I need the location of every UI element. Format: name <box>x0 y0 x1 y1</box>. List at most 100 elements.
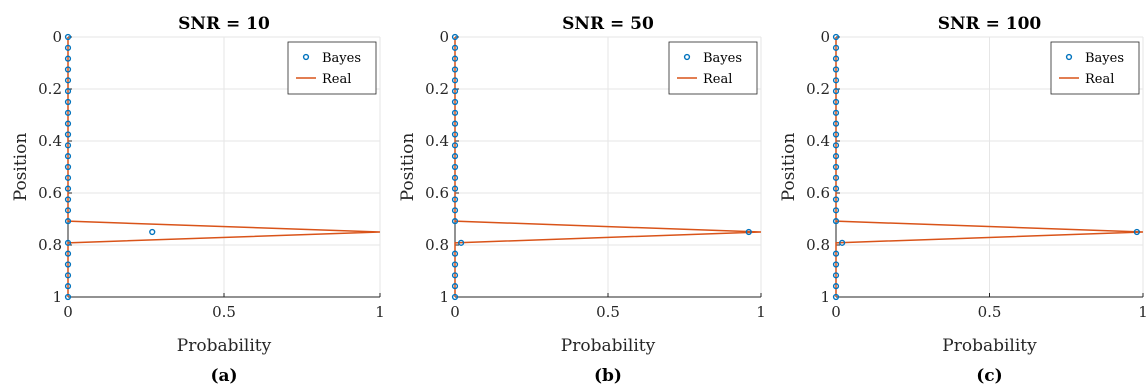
y-axis-label: Position <box>398 133 418 202</box>
y-tick-label: 0.8 <box>38 236 62 254</box>
legend: Bayes Real <box>287 41 377 95</box>
y-tick-label: 1 <box>52 288 62 306</box>
data-point-bayes <box>64 44 72 51</box>
legend-marker-bayes <box>1065 53 1073 61</box>
data-point-bayes <box>832 98 840 106</box>
data-point-bayes <box>832 142 840 149</box>
legend-box <box>668 41 758 95</box>
data-point-bayes <box>64 98 72 106</box>
data-point-bayes <box>64 207 72 214</box>
data-point-bayes <box>451 207 459 214</box>
chart-title: SNR = 50 <box>562 14 654 34</box>
y-tick-label: 0 <box>439 28 449 46</box>
data-point-bayes <box>832 196 840 203</box>
series-line-real <box>67 37 381 297</box>
panel-caption: (b) <box>594 366 622 386</box>
data-point-bayes <box>64 293 72 301</box>
series-line-real <box>835 37 1144 297</box>
data-point-bayes <box>64 250 72 257</box>
data-point-bayes <box>832 109 840 116</box>
y-tick-label: 1 <box>439 288 449 306</box>
data-point-bayes <box>832 44 840 51</box>
data-point-bayes <box>832 66 840 73</box>
x-tick-label: 1 <box>1138 303 1147 321</box>
data-point-bayes <box>64 77 72 84</box>
data-point-bayes <box>149 228 156 236</box>
x-tick-label: 1 <box>375 303 385 321</box>
data-point-bayes <box>832 163 840 171</box>
y-tick-label: 0.6 <box>38 184 62 202</box>
data-point-bayes <box>832 120 840 127</box>
panel-caption: (c) <box>976 366 1002 386</box>
data-point-bayes <box>64 185 72 192</box>
y-tick-label: 1 <box>820 288 830 306</box>
legend-label-real: Real <box>703 72 732 87</box>
data-point-bayes <box>839 239 846 246</box>
data-point-bayes <box>832 77 840 84</box>
data-point-bayes <box>64 131 72 138</box>
data-point-bayes <box>64 153 72 160</box>
data-point-bayes <box>832 283 840 290</box>
data-point-bayes <box>832 207 840 214</box>
x-tick-label: 0 <box>450 303 460 321</box>
data-point-bayes <box>451 88 459 95</box>
legend-label-bayes: Bayes <box>322 51 361 66</box>
legend-box <box>1050 41 1140 95</box>
data-point-bayes <box>64 66 72 73</box>
data-point-bayes <box>451 44 459 51</box>
data-point-bayes <box>451 293 459 301</box>
data-point-bayes <box>64 142 72 149</box>
data-point-bayes <box>1133 228 1140 236</box>
panel-caption: (a) <box>210 366 237 386</box>
legend-marker-bayes <box>302 53 310 61</box>
legend-marker-bayes <box>683 53 691 61</box>
x-axis-label: Probability <box>942 336 1037 356</box>
y-axis-label: Position <box>779 133 799 202</box>
data-point-bayes <box>64 218 72 225</box>
y-tick-label: 0 <box>52 28 62 46</box>
data-point-bayes <box>745 228 752 236</box>
data-point-bayes <box>832 218 840 225</box>
x-axis-label: Probability <box>561 336 656 356</box>
x-tick-label: 0.5 <box>596 303 620 321</box>
y-tick-label: 0.6 <box>806 184 830 202</box>
x-tick-label: 0 <box>63 303 73 321</box>
data-point-bayes <box>451 109 459 116</box>
data-point-bayes <box>451 153 459 160</box>
legend: Bayes Real <box>668 41 758 95</box>
data-point-bayes <box>64 174 72 181</box>
series-line-real <box>454 37 762 297</box>
data-point-bayes <box>832 185 840 192</box>
x-tick-label: 1 <box>756 303 766 321</box>
data-point-bayes <box>64 261 72 268</box>
data-point-bayes <box>451 131 459 138</box>
data-point-bayes <box>451 250 459 257</box>
y-tick-label: 0.2 <box>425 80 449 98</box>
data-point-bayes <box>64 283 72 290</box>
x-tick-label: 0.5 <box>212 303 236 321</box>
legend-label-real: Real <box>1085 72 1114 87</box>
data-point-bayes <box>451 185 459 192</box>
legend-label-real: Real <box>322 72 351 87</box>
chart-title: SNR = 100 <box>938 14 1042 34</box>
data-point-bayes <box>64 163 72 171</box>
data-point-bayes <box>451 120 459 127</box>
data-point-bayes <box>458 239 465 246</box>
x-axis-label: Probability <box>177 336 272 356</box>
data-point-bayes <box>832 55 840 62</box>
legend-label-bayes: Bayes <box>703 51 742 66</box>
legend: Bayes Real <box>1050 41 1140 95</box>
data-point-bayes <box>451 98 459 106</box>
data-point-bayes <box>832 88 840 95</box>
data-point-bayes <box>451 142 459 149</box>
chart-title: SNR = 10 <box>178 14 270 34</box>
data-point-bayes <box>451 218 459 225</box>
y-tick-label: 0.8 <box>806 236 830 254</box>
y-axis-label: Position <box>11 133 31 202</box>
y-tick-label: 0.4 <box>806 132 830 150</box>
data-point-bayes <box>451 174 459 181</box>
data-point-bayes <box>451 77 459 84</box>
data-point-bayes <box>832 174 840 181</box>
data-point-bayes <box>832 131 840 138</box>
